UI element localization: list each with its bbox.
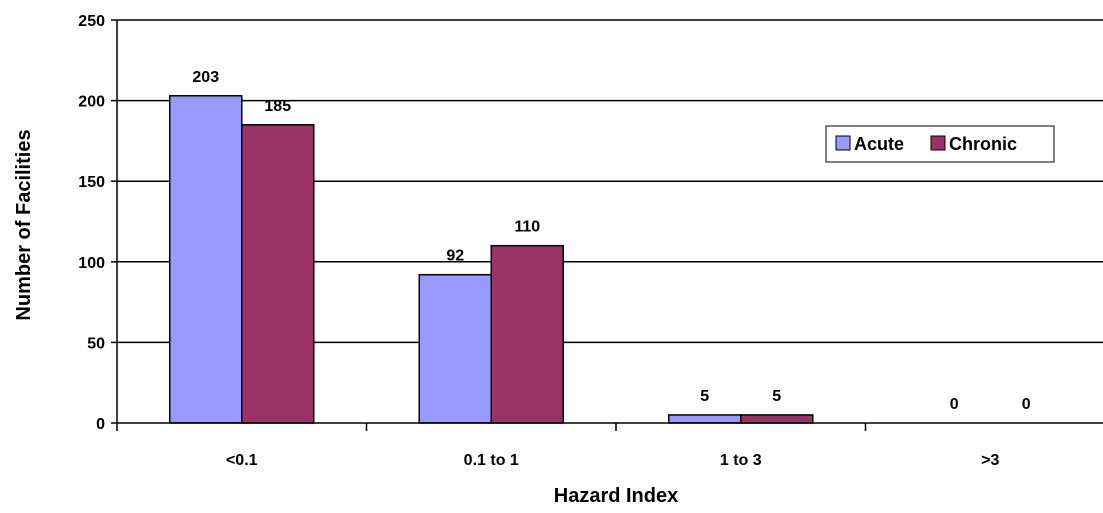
legend-label-acute: Acute <box>854 134 904 154</box>
data-label-chronic: 5 <box>772 388 781 405</box>
legend-swatch-chronic <box>930 135 946 151</box>
legend-swatch-acute <box>835 135 851 151</box>
y-tick-label: 250 <box>78 13 105 30</box>
x-axis-title: Hazard Index <box>554 485 678 507</box>
x-tick-label: <0.1 <box>226 452 258 469</box>
x-tick-label: >3 <box>981 452 999 469</box>
x-tick-labels: <0.1 0.1 to 1 1 to 3 >3 <box>226 452 1000 469</box>
y-tick-label: 50 <box>87 335 105 352</box>
bars <box>169 95 814 424</box>
axes <box>111 19 1103 431</box>
legend: Acute Chronic <box>825 125 1055 163</box>
data-label-acute: 92 <box>446 248 464 265</box>
data-label-acute: 0 <box>950 396 959 413</box>
y-tick-label: 200 <box>78 94 105 111</box>
bar-acute <box>668 414 742 424</box>
y-tick-label: 100 <box>78 255 105 272</box>
x-tick-label: 1 to 3 <box>720 452 762 469</box>
y-tick-label: 0 <box>96 416 105 433</box>
bar-chronic <box>740 414 814 424</box>
y-tick-label: 150 <box>78 174 105 191</box>
bar-chronic <box>241 124 315 424</box>
data-label-acute: 5 <box>700 388 709 405</box>
bar-acute <box>169 95 243 424</box>
data-label-acute: 203 <box>192 69 219 86</box>
x-tick-label: 0.1 to 1 <box>464 452 519 469</box>
legend-label-chronic: Chronic <box>949 134 1017 154</box>
y-axis-title: Number of Facilities <box>13 129 35 320</box>
bar-acute <box>418 273 492 424</box>
data-label-chronic: 185 <box>264 98 291 115</box>
data-label-chronic: 0 <box>1022 396 1031 413</box>
y-tick-labels: 0 50 100 150 200 250 <box>78 13 105 433</box>
bar-chronic <box>490 244 564 424</box>
data-label-chronic: 110 <box>514 219 540 236</box>
